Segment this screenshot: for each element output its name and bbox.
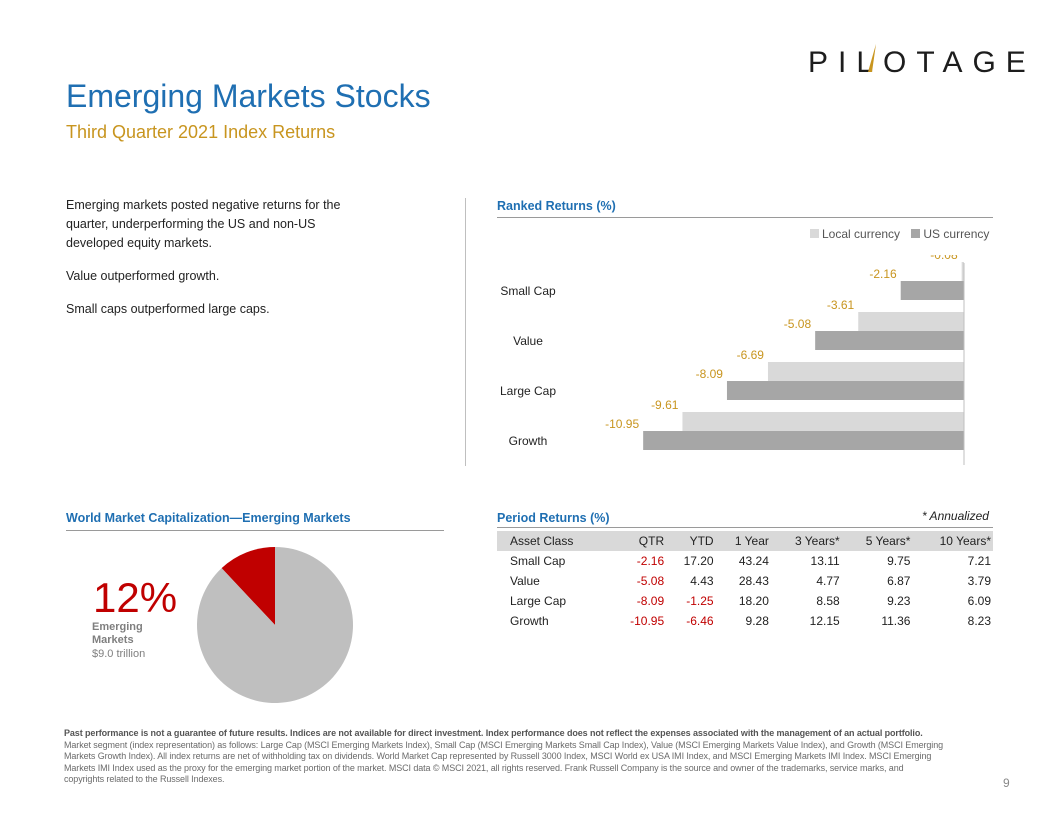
table-cell-value: 4.43 xyxy=(690,574,714,588)
commentary-line: Small caps outperformed large caps. xyxy=(66,302,270,316)
table-row: Growth -10.95 -6.46 9.28 12.15 11.36 8.23 xyxy=(497,611,993,631)
header-asset-class: Asset Class xyxy=(497,531,611,551)
em-market-cap: $9.0 trillion xyxy=(92,648,146,660)
disclosure-footer: Past performance is not a guarantee of f… xyxy=(64,728,944,786)
table-cell-value: -5.08 xyxy=(636,574,665,588)
commentary-line: Value outperformed growth. xyxy=(66,269,220,283)
legend-swatch xyxy=(911,229,921,238)
disclosure-text: Market segment (index representation) as… xyxy=(64,739,944,785)
chart-legend: Local currency US currency xyxy=(810,227,997,241)
ranked-returns-title: Ranked Returns (%) xyxy=(497,199,616,213)
bar-local xyxy=(858,312,964,331)
logo-sail-icon xyxy=(868,44,876,72)
header-ytd: YTD xyxy=(666,531,716,551)
table-cell-value: 12.15 xyxy=(809,614,840,628)
category-label: Large Cap xyxy=(500,384,556,398)
brand-logo: PILOTAGE xyxy=(808,46,1036,79)
annualized-note: * Annualized xyxy=(922,509,989,523)
table-cell-value: 43.24 xyxy=(738,554,769,568)
table-cell-value: -10.95 xyxy=(630,614,665,628)
data-label: -9.61 xyxy=(651,398,679,412)
table-cell-asset: Large Cap xyxy=(510,594,567,608)
bar-us xyxy=(643,431,964,450)
ranked-returns-rule xyxy=(497,217,993,218)
table-cell-asset: Small Cap xyxy=(510,554,566,568)
data-label: -8.09 xyxy=(696,367,724,381)
table-cell-value: 6.87 xyxy=(887,574,911,588)
table-row: Value -5.08 4.43 28.43 4.77 6.87 3.79 xyxy=(497,571,993,591)
page-number: 9 xyxy=(1003,776,1010,790)
bar-us xyxy=(900,281,964,300)
table-cell-value: 11.36 xyxy=(881,614,911,628)
header-10yr: 10 Years* xyxy=(912,531,993,551)
period-returns-title: Period Returns (%) xyxy=(497,511,610,525)
legend-swatch xyxy=(810,229,819,238)
bar-local xyxy=(767,362,964,381)
page-title: Emerging Markets Stocks xyxy=(66,78,431,114)
data-label: -5.08 xyxy=(784,317,812,331)
table-row: Small Cap -2.16 17.20 43.24 13.11 9.75 7.21 xyxy=(497,551,993,571)
table-cell-value: 8.58 xyxy=(816,594,840,608)
table-header-row: Asset Class QTR YTD 1 Year 3 Years* 5 Ye… xyxy=(497,531,993,551)
bar-local xyxy=(682,412,964,431)
table-cell-value: 3.79 xyxy=(967,574,991,588)
data-label: -3.61 xyxy=(827,298,855,312)
category-label: Value xyxy=(513,334,543,348)
table-row: Large Cap -8.09 -1.25 18.20 8.58 9.23 6.09 xyxy=(497,591,993,611)
legend-label: Local currency xyxy=(822,227,901,241)
header-5yr: 5 Years* xyxy=(841,531,913,551)
table-cell-asset: Value xyxy=(510,574,540,588)
table-cell-value: -2.16 xyxy=(636,554,665,568)
commentary: Emerging markets posted negative returns… xyxy=(66,196,366,333)
world-cap-pie xyxy=(196,547,353,703)
legend-label: US currency xyxy=(923,227,990,241)
period-returns-rule xyxy=(497,527,993,528)
table-cell-value: 9.75 xyxy=(887,554,911,568)
table-cell-value: 17.20 xyxy=(683,554,714,568)
table-cell-value: 9.23 xyxy=(887,594,911,608)
period-returns-table: Asset Class QTR YTD 1 Year 3 Years* 5 Ye… xyxy=(497,531,993,631)
table-cell-value: 9.28 xyxy=(745,614,769,628)
em-label: Emerging Markets xyxy=(92,621,143,646)
legend-item-us: US currency xyxy=(911,227,989,241)
commentary-line: Emerging markets posted negative returns… xyxy=(66,198,341,250)
disclosure-bold: Past performance is not a guarantee of f… xyxy=(64,728,923,738)
table-cell-value: 4.77 xyxy=(816,574,840,588)
world-cap-title: World Market Capitalization—Emerging Mar… xyxy=(66,511,351,525)
header-1yr: 1 Year xyxy=(715,531,771,551)
data-label: -10.95 xyxy=(605,417,639,431)
category-label: Small Cap xyxy=(500,284,556,298)
ranked-returns-chart: Small Cap -0.08 -2.16 Value -3.61 -5.08 Large … xyxy=(500,255,965,465)
pie-slice-emerging xyxy=(221,547,275,625)
table-cell-value: 18.20 xyxy=(738,594,769,608)
category-label: Growth xyxy=(509,434,548,448)
table-cell-value: -6.46 xyxy=(686,614,714,628)
table-cell-value: 7.21 xyxy=(967,554,991,568)
world-cap-rule xyxy=(66,530,444,531)
data-label: -0.08 xyxy=(930,255,958,262)
table-cell-value: 8.23 xyxy=(967,614,991,628)
header-3yr: 3 Years* xyxy=(770,531,842,551)
header-qtr: QTR xyxy=(610,531,667,551)
bar-us xyxy=(726,381,964,400)
table-cell-asset: Growth xyxy=(510,614,549,628)
table-cell-value: 6.09 xyxy=(967,594,991,608)
data-label: -6.69 xyxy=(737,348,765,362)
pie-slice-rest xyxy=(196,547,353,703)
data-label: -2.16 xyxy=(869,267,897,281)
vertical-divider xyxy=(465,198,466,466)
bar-local xyxy=(961,262,964,281)
table-cell-value: 13.11 xyxy=(810,554,840,568)
legend-item-local: Local currency xyxy=(810,227,900,241)
table-cell-value: -1.25 xyxy=(686,594,714,608)
table-cell-value: 28.43 xyxy=(738,574,769,588)
em-percentage: 12% xyxy=(93,574,178,621)
bar-us xyxy=(815,331,964,350)
table-cell-value: -8.09 xyxy=(636,594,665,608)
page-subtitle: Third Quarter 2021 Index Returns xyxy=(66,122,336,142)
